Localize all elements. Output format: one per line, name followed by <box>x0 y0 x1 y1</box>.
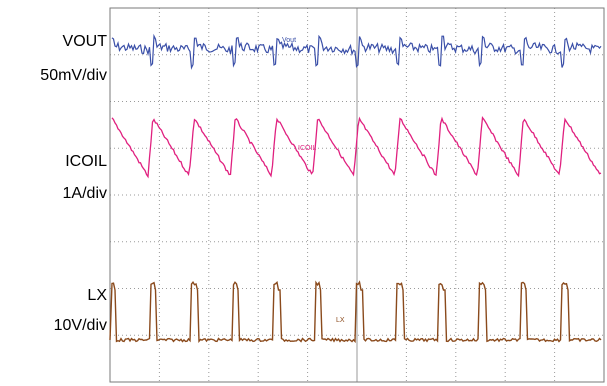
lx-scale: 10V/div <box>53 317 107 334</box>
icoil-scale: 1A/div <box>62 185 107 202</box>
plot-grid <box>110 8 604 382</box>
vout-trace-marker: Vout <box>282 37 296 44</box>
vout-scale: 50mV/div <box>40 67 107 84</box>
icoil-trace <box>111 116 602 179</box>
vout-label: VOUT <box>62 33 107 50</box>
icoil-trace-marker: ICOIL <box>298 145 316 152</box>
plot-frame <box>109 7 605 383</box>
icoil-label: ICOIL <box>65 153 107 170</box>
vout-trace <box>111 33 602 70</box>
lx-trace-marker: LX <box>336 317 345 324</box>
lx-trace <box>109 280 602 344</box>
lx-label: LX <box>87 287 107 304</box>
